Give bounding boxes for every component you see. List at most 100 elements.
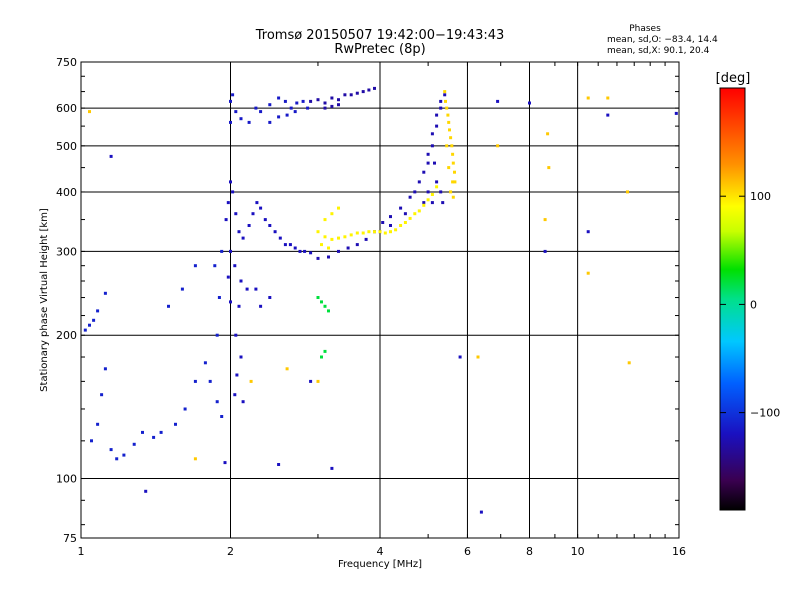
data-point	[439, 106, 443, 110]
x-tick-label: 10	[571, 545, 585, 558]
data-point	[435, 113, 439, 117]
data-point	[496, 99, 500, 103]
x-tick-label: 6	[464, 545, 471, 558]
data-point	[417, 209, 421, 213]
data-point	[343, 235, 347, 239]
data-point	[268, 296, 272, 299]
data-point	[268, 120, 272, 124]
data-point	[174, 422, 177, 426]
data-point	[543, 249, 547, 253]
data-point	[226, 201, 230, 205]
data-point	[453, 170, 456, 174]
data-point	[422, 201, 426, 205]
data-point	[217, 296, 221, 299]
data-point	[337, 103, 340, 107]
data-point	[220, 415, 224, 418]
data-point	[88, 110, 91, 114]
data-point	[330, 104, 334, 108]
data-point	[90, 439, 93, 443]
data-point	[180, 287, 184, 291]
y-tick-label: 500	[56, 140, 77, 153]
data-point	[327, 255, 330, 259]
data-point	[430, 132, 434, 136]
data-point	[626, 190, 629, 194]
data-point	[327, 246, 330, 250]
data-point	[316, 230, 320, 234]
data-point	[330, 466, 334, 470]
data-point	[349, 233, 353, 237]
data-point	[298, 249, 302, 253]
data-point	[403, 221, 407, 224]
data-point	[399, 224, 403, 227]
data-point	[229, 300, 232, 304]
data-point	[323, 349, 327, 353]
y-tick-label: 100	[56, 473, 77, 486]
data-point	[231, 190, 235, 194]
data-point	[283, 243, 287, 247]
data-point	[355, 91, 359, 95]
data-point	[88, 323, 91, 327]
data-point	[320, 300, 323, 304]
chart-subtitle: RwPretec (8p)	[334, 42, 425, 57]
data-point	[403, 212, 407, 216]
stats-heading: Phases	[629, 24, 661, 34]
data-point	[316, 98, 320, 102]
data-point	[231, 93, 235, 97]
data-point	[430, 201, 434, 205]
data-point	[426, 198, 430, 202]
data-point	[259, 206, 263, 210]
data-point	[586, 271, 590, 275]
data-point	[233, 393, 237, 397]
data-points	[83, 86, 678, 514]
data-point	[320, 355, 323, 359]
data-point	[447, 120, 451, 124]
data-point	[361, 90, 365, 94]
data-point	[449, 136, 453, 140]
data-point	[109, 154, 113, 158]
data-point	[241, 236, 245, 240]
y-axis-label: Stationary phase Virtual Height [km]	[39, 208, 50, 392]
data-point	[323, 235, 327, 239]
data-point	[229, 249, 232, 253]
data-point	[399, 206, 403, 210]
data-point	[606, 96, 610, 100]
data-point	[293, 110, 297, 114]
y-tick-label: 600	[56, 102, 77, 115]
data-point	[547, 166, 551, 170]
colorbar-label: [deg]	[716, 71, 751, 86]
data-point	[422, 170, 426, 174]
data-point	[445, 106, 449, 110]
y-tick-label: 750	[56, 56, 77, 69]
data-point	[132, 442, 136, 446]
data-point	[83, 328, 87, 332]
data-point	[441, 201, 445, 205]
data-point	[323, 218, 327, 222]
data-point	[289, 106, 293, 110]
data-point	[263, 218, 267, 222]
data-point	[337, 249, 340, 253]
colorbar-ticks: 100 0 −100	[720, 190, 780, 420]
data-point	[361, 231, 365, 235]
data-point	[316, 296, 320, 299]
data-point	[103, 367, 107, 371]
data-point	[237, 304, 241, 308]
colorbar-tick-label: −100	[750, 407, 780, 420]
data-point	[226, 275, 230, 279]
data-point	[293, 246, 297, 250]
data-point	[193, 457, 197, 461]
data-point	[453, 180, 457, 184]
data-point	[234, 212, 238, 216]
data-point	[447, 166, 451, 170]
data-point	[259, 304, 263, 308]
data-point	[109, 448, 113, 452]
data-point	[208, 379, 212, 383]
data-point	[103, 291, 107, 295]
data-point	[367, 230, 371, 234]
data-point	[389, 215, 392, 219]
data-point	[378, 230, 382, 234]
data-point	[223, 461, 227, 465]
colorbar	[719, 87, 746, 511]
data-point	[277, 115, 281, 119]
data-point	[330, 237, 334, 241]
